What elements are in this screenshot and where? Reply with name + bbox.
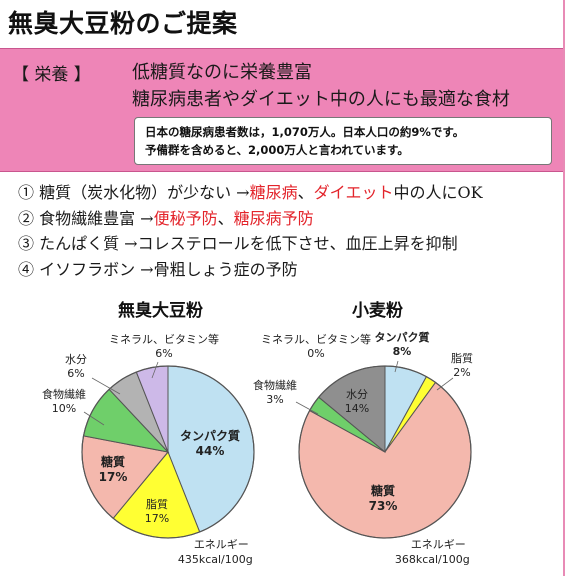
slice-value: 14%	[345, 402, 369, 415]
slice-label: タンパク質	[180, 428, 240, 443]
benefit-number: ①	[18, 183, 40, 202]
slice-value: 17%	[145, 512, 169, 525]
energy-label: エネルギー	[411, 538, 466, 551]
slice-label: 食物繊維	[42, 387, 86, 401]
benefit-number: ④	[18, 259, 40, 279]
benefit-list: ① 糖質（炭水化物）が少ない →糖尿病、ダイエット中の人にOK ② 食物繊維豊富 …	[18, 180, 483, 282]
leader-line	[83, 411, 105, 426]
slice-label: ミネラル、ビタミン等	[261, 332, 371, 346]
slice-value: 0%	[307, 347, 324, 360]
benefit-item: ① 糖質（炭水化物）が少ない →糖尿病、ダイエット中の人にOK	[18, 180, 483, 206]
panel-bottom-border	[0, 171, 565, 172]
diabetes-note-line-2: 予備群を含めると、2,000万人と言われています。	[145, 143, 409, 157]
benefit-text: たんぱく質 →コレステロールを低下させ、血圧上昇を抑制	[39, 234, 458, 253]
benefit-text: 中の人にOK	[393, 183, 483, 202]
benefit-number: ③	[18, 234, 40, 253]
slice-value: 10%	[52, 402, 76, 415]
benefit-highlight: 糖尿病予防	[233, 208, 314, 228]
slice-value: 17%	[99, 470, 128, 484]
benefit-text: 、	[297, 183, 314, 202]
benefit-text: 食物繊維豊富 →	[39, 208, 154, 228]
benefit-item: ③ たんぱく質 →コレステロールを低下させ、血圧上昇を抑制	[18, 231, 483, 257]
slice-label: 食物繊維	[253, 378, 297, 392]
slice-label: 水分	[65, 353, 87, 366]
slice-label: 糖質	[101, 454, 125, 469]
slice-value: 44%	[196, 444, 225, 458]
nutrition-headline-2: 糖尿病患者やダイエット中の人にも最適な食材	[132, 89, 510, 110]
leader-line	[295, 401, 319, 415]
slice-label: 糖質	[371, 483, 395, 498]
slice-label: 脂質	[451, 351, 473, 365]
nutrition-tag: 【 栄養 】	[12, 65, 91, 85]
diabetes-note-box: 日本の糖尿病患者数は，1,070万人。日本人口の約9%です。 予備群を含めると、…	[134, 117, 552, 165]
diabetes-note-line-1: 日本の糖尿病患者数は，1,070万人。日本人口の約9%です。	[145, 125, 465, 139]
slice-value: 6%	[155, 347, 172, 360]
slice-value: 73%	[369, 499, 398, 513]
soy-pie: タンパク質44%脂質17%糖質17%食物繊維10%水分6%ミネラル、ビタミン等6…	[42, 332, 255, 566]
slice-label: ミネラル、ビタミン等	[109, 332, 219, 346]
leader-line	[91, 377, 121, 395]
benefit-number: ②	[18, 208, 40, 228]
pie-outline	[81, 365, 255, 539]
slice-value: 3%	[266, 393, 283, 406]
page-title: 無臭大豆粉のご提案	[8, 9, 238, 38]
leader-line	[151, 361, 159, 379]
wheat-pie-title: 小麦粉	[352, 301, 403, 321]
panel-top-border	[0, 48, 565, 49]
benefit-text: 、	[217, 208, 234, 228]
benefit-item: ② 食物繊維豊富 →便秘予防、糖尿病予防	[18, 206, 483, 232]
slice-label: 脂質	[146, 497, 168, 511]
slice-value: 2%	[453, 366, 470, 379]
energy-label: エネルギー	[194, 538, 249, 551]
benefit-text: イソフラボン →骨粗しょう症の予防	[39, 259, 298, 279]
benefit-text: 糖質（炭水化物）が少ない →	[39, 183, 250, 202]
slice-value: 8%	[393, 345, 412, 358]
benefit-item: ④ イソフラボン →骨粗しょう症の予防	[18, 257, 483, 283]
leader-line	[394, 360, 399, 373]
nutrition-headline-1: 低糖質なのに栄養豊富	[132, 62, 312, 83]
benefit-highlight: 便秘予防	[153, 208, 218, 228]
slice-label: 水分	[346, 388, 368, 401]
soy-pie-title: 無臭大豆粉	[118, 301, 203, 321]
slice-value: 6%	[67, 367, 84, 380]
benefit-highlight: ダイエット	[313, 183, 394, 202]
benefit-highlight: 糖尿病	[249, 183, 298, 202]
leader-line	[436, 377, 454, 391]
energy-value: 368kcal/100g	[395, 553, 470, 566]
pie-outline	[298, 365, 472, 539]
energy-value: 435kcal/100g	[178, 553, 253, 566]
slice-label: タンパク質	[375, 330, 430, 344]
